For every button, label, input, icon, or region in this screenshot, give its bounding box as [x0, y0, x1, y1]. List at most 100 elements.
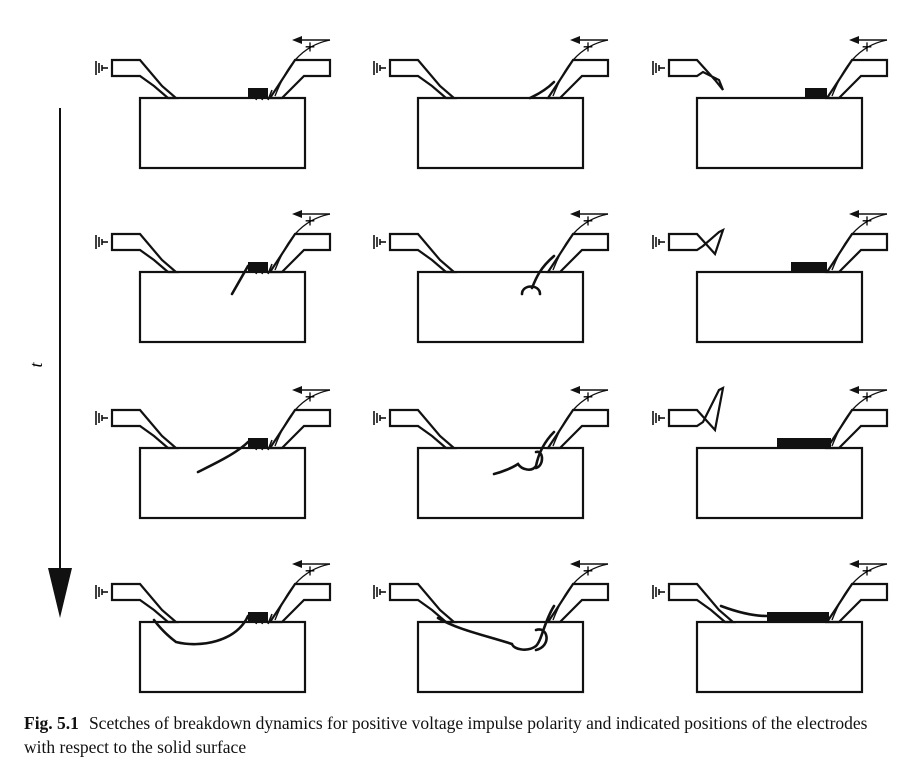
panel-4-3: + — [652, 560, 889, 694]
ground-electrode — [388, 408, 457, 450]
lead-wire — [552, 213, 609, 271]
surface-channel — [528, 80, 556, 100]
solid-block — [416, 270, 585, 344]
hv-electrode — [267, 232, 332, 274]
panel-3-1: + — [95, 386, 332, 520]
ground-icon — [95, 61, 108, 75]
panel-1-2: + — [373, 36, 610, 170]
figure-caption: Fig. 5.1 Scetches of breakdown dynamics f… — [24, 711, 886, 759]
ground-electrode — [110, 232, 179, 274]
solid-block — [695, 96, 864, 170]
surface-channel — [520, 254, 556, 296]
ground-electrode — [388, 582, 457, 624]
polarity-plus: + — [305, 37, 316, 57]
panel-4-2: + — [373, 560, 610, 694]
ground-electrode — [110, 582, 179, 624]
solid-block — [138, 620, 307, 694]
ground-electrode — [667, 582, 736, 624]
lead-arrow-head — [570, 560, 580, 568]
lead-arrow-head — [292, 36, 302, 44]
hv-electrode — [267, 582, 332, 624]
polarity-plus: + — [862, 561, 873, 581]
hv-electrode — [824, 58, 889, 100]
polarity-plus: + — [583, 211, 594, 231]
ground-electrode — [388, 232, 457, 274]
ground-icon — [95, 411, 108, 425]
ground-electrode — [667, 227, 725, 257]
solid-block — [416, 446, 585, 520]
panel-grid: + + + + + + + + + + + + — [95, 36, 889, 694]
ground-icon — [95, 585, 108, 599]
ground-electrode — [388, 58, 457, 100]
panel-4-1: + — [95, 560, 332, 694]
solid-block — [695, 620, 864, 694]
discharge-spot — [791, 262, 827, 272]
lead-wire — [831, 213, 888, 271]
ground-electrode — [110, 408, 179, 450]
polarity-plus: + — [862, 387, 873, 407]
panel-2-2: + — [373, 210, 610, 344]
lead-arrow-head — [292, 560, 302, 568]
lead-wire — [552, 39, 609, 97]
solid-block — [138, 446, 307, 520]
surface-channel — [196, 440, 250, 474]
lead-wire — [831, 39, 888, 97]
lead-wire — [552, 563, 609, 621]
polarity-plus: + — [305, 211, 316, 231]
polarity-plus: + — [583, 561, 594, 581]
panel-2-1: + — [95, 210, 332, 344]
lead-arrow-head — [849, 560, 859, 568]
lead-arrow-head — [570, 36, 580, 44]
lead-wire — [274, 39, 331, 97]
surface-channel — [152, 614, 250, 646]
solid-block — [695, 446, 864, 520]
polarity-plus: + — [862, 37, 873, 57]
ground-electrode — [667, 386, 725, 433]
hv-electrode — [824, 408, 889, 450]
streamer-hatch — [255, 263, 273, 275]
discharge-spot — [777, 438, 831, 448]
lead-wire — [274, 389, 331, 447]
ground-icon — [95, 235, 108, 249]
hv-electrode — [267, 408, 332, 450]
streamer-hatch — [255, 439, 273, 451]
panel-2-3: + — [652, 210, 889, 344]
solid-block — [416, 620, 585, 694]
ground-icon — [652, 61, 665, 75]
hv-electrode — [545, 58, 610, 100]
panel-3-2: + — [373, 386, 610, 520]
polarity-plus: + — [583, 37, 594, 57]
surface-channel — [230, 264, 250, 296]
polarity-plus: + — [583, 387, 594, 407]
polarity-plus: + — [305, 561, 316, 581]
polarity-plus: + — [862, 211, 873, 231]
time-arrow — [48, 108, 72, 618]
caption-label: Fig. 5.1 — [24, 713, 79, 733]
solid-block — [695, 270, 864, 344]
surface-channel — [492, 430, 556, 476]
discharge-spot — [767, 612, 829, 622]
lead-wire — [831, 389, 888, 447]
lead-arrow-head — [292, 386, 302, 394]
streamer-hatch — [255, 89, 273, 101]
ground-electrode — [110, 58, 179, 100]
lead-wire — [831, 563, 888, 621]
lead-arrow-head — [849, 36, 859, 44]
panel-3-3: + — [652, 386, 889, 520]
lead-wire — [274, 563, 331, 621]
ground-icon — [373, 411, 386, 425]
ground-icon — [652, 585, 665, 599]
hv-electrode — [545, 582, 610, 624]
surface-channel — [719, 604, 769, 618]
solid-block — [138, 270, 307, 344]
lead-arrow-head — [570, 210, 580, 218]
hv-electrode — [545, 232, 610, 274]
panel-1-1: + — [95, 36, 332, 170]
lead-arrow-head — [849, 386, 859, 394]
discharge-spot — [805, 88, 827, 98]
lead-arrow-head — [849, 210, 859, 218]
ground-icon — [652, 411, 665, 425]
ground-icon — [652, 235, 665, 249]
hv-electrode — [545, 408, 610, 450]
lead-wire — [552, 389, 609, 447]
